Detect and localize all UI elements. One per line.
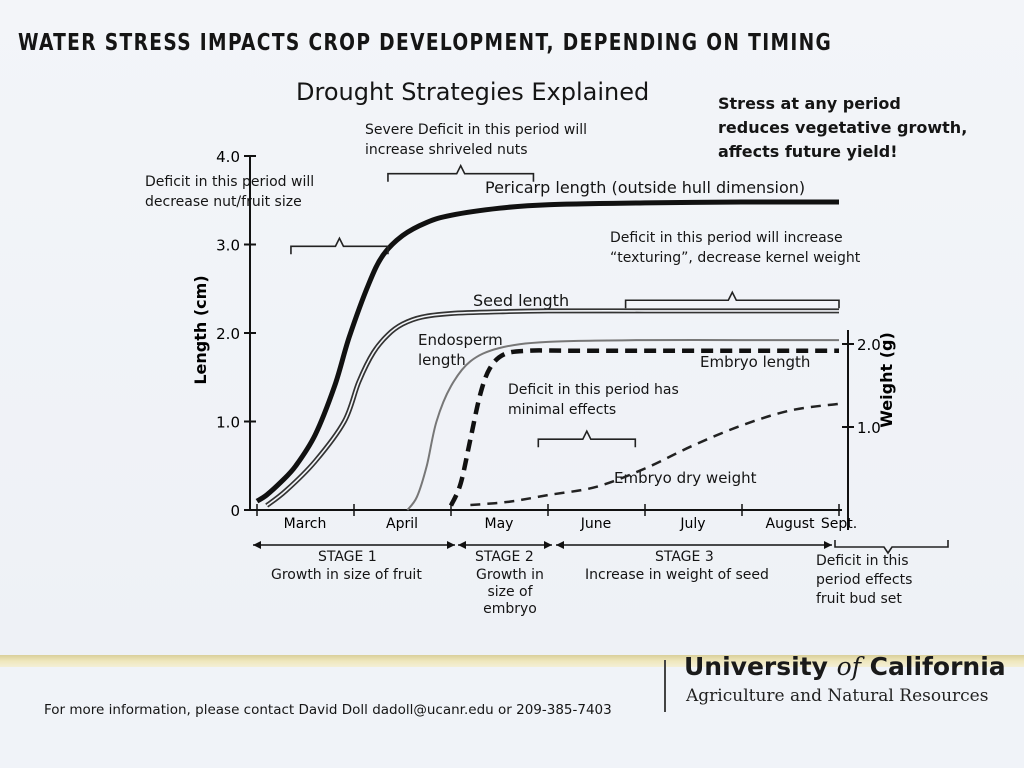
stage-2-name: STAGE 2 — [475, 549, 534, 565]
y2-axis-title: Weight (g) — [877, 332, 896, 428]
deficit-bracket-2 — [624, 290, 840, 309]
stage-desc-line: Growth in — [476, 567, 544, 583]
footer-panel — [0, 667, 1024, 768]
annotation-line: decrease nut/fruit size — [145, 194, 302, 210]
stage-3-arrow-head-left — [556, 541, 564, 549]
uc-logo-subtitle: Agriculture and Natural Resources — [686, 686, 989, 706]
annotation-line: minimal effects — [508, 402, 617, 418]
annotation-nut-size: Deficit in this period will decrease nut… — [145, 172, 314, 212]
stage-desc-line: embryo — [483, 601, 537, 617]
annotation-line: increase shriveled nuts — [365, 142, 528, 158]
annotation-line: Deficit in this period has — [508, 382, 679, 398]
deficit-bracket-sept — [834, 540, 949, 555]
y-tick-label: 3.0 — [216, 237, 240, 255]
stage-1-arrow-head-right — [447, 541, 455, 549]
annotation-line: “texturing”, decrease kernel weight — [610, 250, 861, 266]
stage-3-arrow-head-right — [824, 541, 832, 549]
annotation-line: Deficit in this period will — [145, 174, 315, 190]
stage-2-arrow-head-left — [458, 541, 466, 549]
stage-1-name: STAGE 1 — [318, 549, 377, 565]
x-tick-label: March — [284, 516, 327, 532]
annotation-line: Stress at any period — [718, 94, 901, 113]
y2-tick-label: 1.0 — [857, 419, 881, 437]
y-tick-label: 4.0 — [216, 148, 240, 166]
annotation-line: fruit bud set — [816, 591, 902, 607]
poster-title: WATER STRESS IMPACTS CROP DEVELOPMENT, D… — [18, 30, 833, 56]
x-tick-label: May — [485, 516, 514, 532]
uc-name-of: of — [836, 652, 861, 681]
annotation-sept-deficit: Deficit in this period effects fruit bud… — [816, 552, 912, 609]
uc-logo-name: University of California — [684, 652, 1006, 681]
annotation-severe-deficit: Severe Deficit in this period will incre… — [365, 120, 587, 160]
uc-logo-rule — [664, 660, 666, 712]
stage-2-desc: Growth in size of embryo — [469, 567, 551, 618]
y-tick-label: 2.0 — [216, 325, 240, 343]
annotation-line: period effects — [816, 572, 913, 588]
series-line-seed-inner — [266, 310, 839, 507]
series-line-4 — [470, 402, 840, 507]
annotation-line: Deficit in this — [816, 553, 909, 569]
y-tick-label: 0 — [230, 502, 240, 520]
uc-name-part: California — [860, 652, 1006, 681]
x-tick-label: July — [679, 516, 705, 532]
deficit-bracket-3 — [537, 429, 637, 448]
x-tick-label: August — [766, 516, 816, 532]
y-axis-title: Length (cm) — [191, 275, 210, 384]
deficit-bracket-0 — [290, 236, 389, 255]
label-pericarp: Pericarp length (outside hull dimension) — [485, 178, 806, 197]
annotation-stress-any: Stress at any period reduces vegetative … — [718, 92, 967, 164]
chart-subtitle: Drought Strategies Explained — [296, 78, 650, 106]
stage-desc-line: size of — [487, 584, 533, 600]
annotation-line: reduces vegetative growth, — [718, 118, 968, 137]
annotation-line: Severe Deficit in this period will — [365, 122, 588, 138]
label-embryo-weight: Embryo dry weight — [614, 469, 757, 487]
annotation-line: affects future yield! — [718, 142, 898, 161]
growth-chart: 0 1.0 2.0 3.0 4.0 1.0 2.0 Length (cm) Weight (g)… — [191, 148, 949, 555]
annotation-texturing: Deficit in this period will increase “te… — [610, 228, 860, 268]
label-endosperm: Endosperm length — [418, 330, 503, 370]
x-tick-label: June — [580, 516, 612, 532]
stage-3-name: STAGE 3 — [655, 549, 714, 565]
y-tick-label: 1.0 — [216, 414, 240, 432]
stage-2-arrow-head-right — [544, 541, 552, 549]
deficit-bracket-1 — [387, 163, 535, 182]
uc-name-part: University — [684, 652, 837, 681]
stage-1-arrow-head-left — [253, 541, 261, 549]
annotation-minimal-effects: Deficit in this period has minimal effec… — [508, 380, 679, 420]
paper-fold — [0, 655, 1024, 667]
y2-tick-label: 2.0 — [857, 336, 881, 354]
stage-1-desc: Growth in size of fruit — [271, 567, 422, 583]
stage-3-desc: Increase in weight of seed — [585, 567, 769, 583]
contact-info: For more information, please contact Dav… — [44, 702, 612, 718]
label-line: length — [418, 351, 466, 369]
annotation-line: Deficit in this period will increase — [610, 230, 843, 246]
x-tick-label: Sept. — [821, 516, 857, 532]
label-embryo-length: Embryo length — [700, 353, 811, 371]
series-line-3 — [448, 348, 839, 507]
x-tick-label: April — [386, 516, 418, 532]
series-line-2 — [406, 338, 839, 511]
poster-sheet — [0, 0, 1024, 655]
label-line: Endosperm — [418, 331, 503, 349]
label-seed: Seed length — [473, 291, 570, 310]
